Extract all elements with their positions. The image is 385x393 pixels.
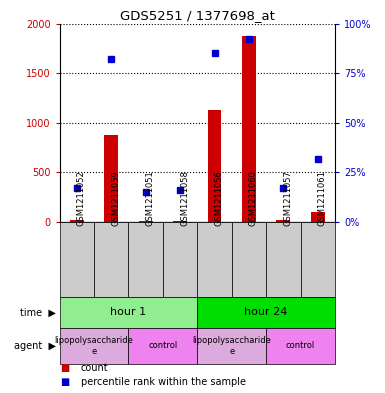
Bar	[104, 135, 118, 222]
Bar	[129, 222, 163, 297]
Text: ■: ■	[60, 364, 69, 373]
Text: control: control	[148, 342, 177, 350]
Text: time  ▶: time ▶	[20, 307, 56, 318]
Bar	[60, 297, 197, 328]
Text: hour 24: hour 24	[244, 307, 288, 318]
Text: percentile rank within the sample: percentile rank within the sample	[81, 377, 246, 387]
Bar	[301, 222, 335, 297]
Bar	[276, 220, 290, 222]
Bar	[197, 297, 335, 328]
Bar	[94, 222, 129, 297]
Text: control: control	[286, 342, 315, 350]
Text: GSM1211058: GSM1211058	[180, 170, 189, 226]
Text: GSM1211056: GSM1211056	[214, 170, 224, 226]
Text: GSM1211059: GSM1211059	[111, 170, 120, 226]
Bar	[70, 220, 84, 222]
Text: lipopolysaccharide
e: lipopolysaccharide e	[55, 336, 134, 356]
Text: GSM1211057: GSM1211057	[283, 170, 292, 226]
Bar	[266, 328, 335, 364]
Text: lipopolysaccharide
e: lipopolysaccharide e	[192, 336, 271, 356]
Title: GDS5251 / 1377698_at: GDS5251 / 1377698_at	[120, 9, 275, 22]
Bar	[242, 37, 256, 222]
Bar	[173, 221, 187, 222]
Text: GSM1211061: GSM1211061	[318, 170, 327, 226]
Text: GSM1211051: GSM1211051	[146, 170, 155, 226]
Text: count: count	[81, 364, 109, 373]
Text: hour 1: hour 1	[110, 307, 147, 318]
Text: GSM1211060: GSM1211060	[249, 170, 258, 226]
Bar	[197, 328, 266, 364]
Bar	[129, 328, 197, 364]
Bar	[266, 222, 301, 297]
Text: ■: ■	[60, 377, 69, 387]
Bar	[208, 110, 221, 222]
Bar	[163, 222, 197, 297]
Text: agent  ▶: agent ▶	[14, 341, 56, 351]
Bar	[311, 212, 325, 222]
Bar	[232, 222, 266, 297]
Bar	[60, 328, 129, 364]
Bar	[60, 222, 94, 297]
Text: GSM1211052: GSM1211052	[77, 170, 86, 226]
Bar	[139, 221, 152, 222]
Bar	[197, 222, 232, 297]
